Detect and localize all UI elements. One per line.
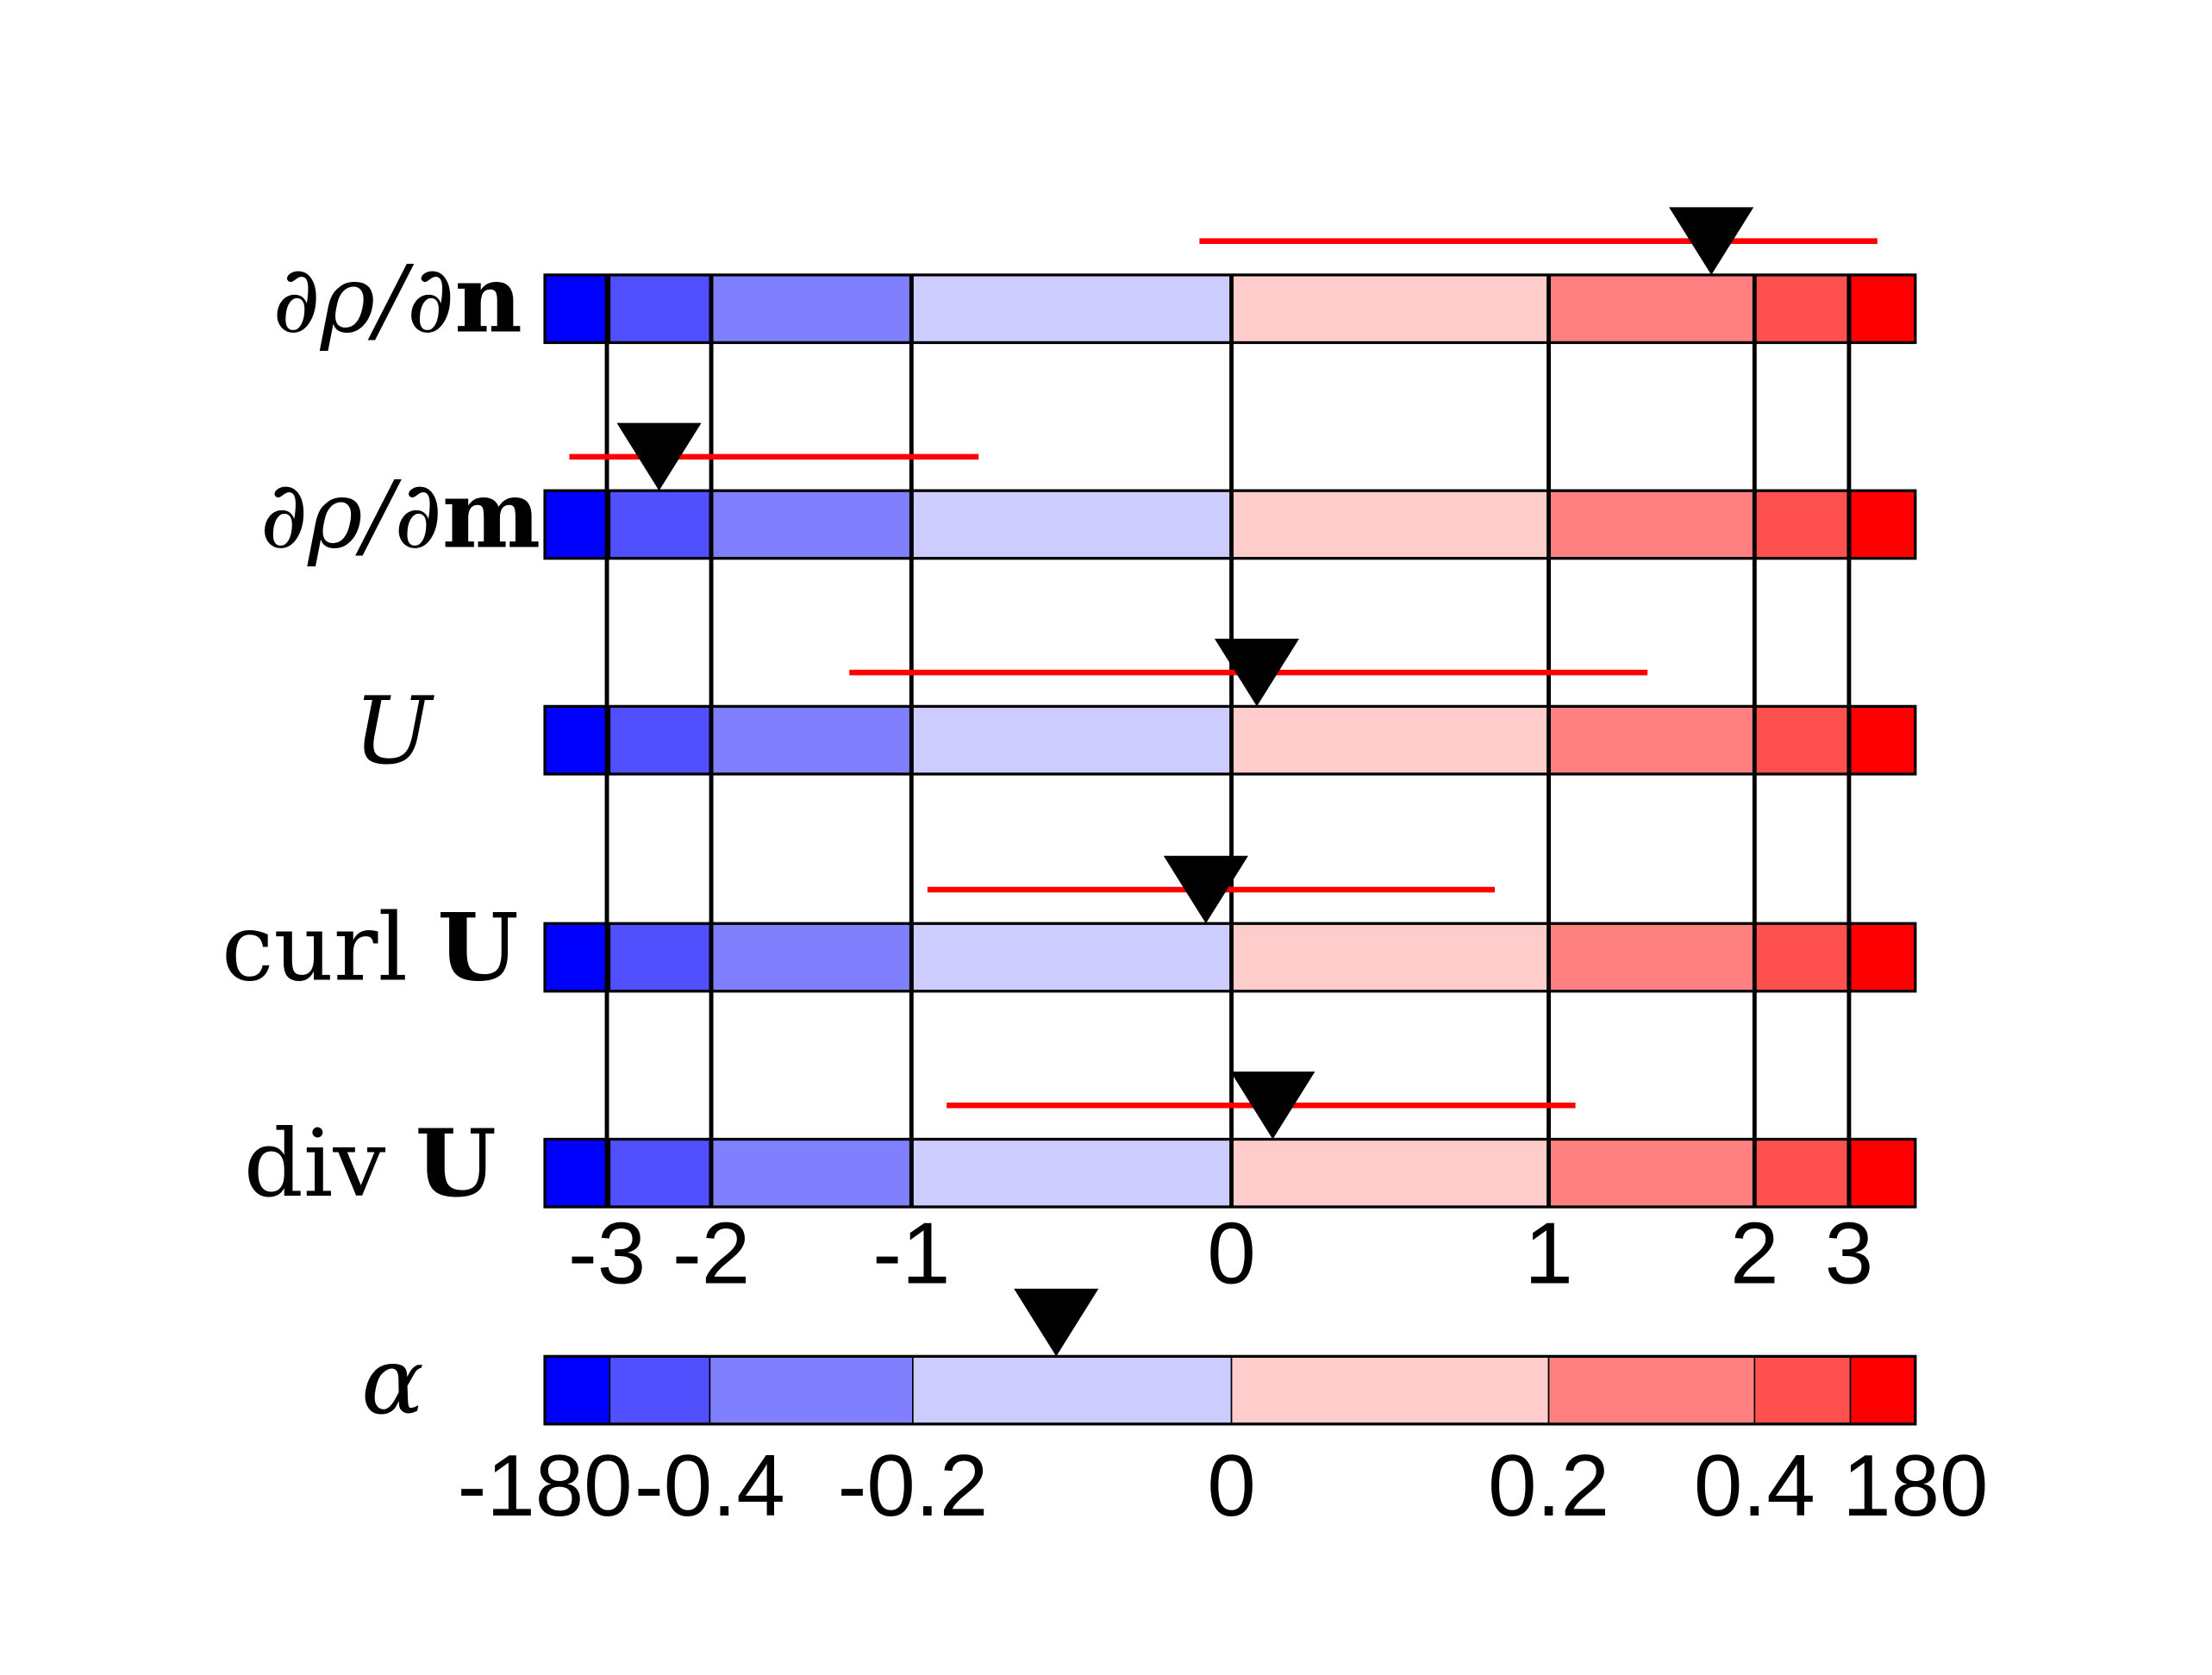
colorbar-row-3-segment [544, 922, 611, 992]
alpha-tick-label: 0.4 [1694, 1437, 1815, 1534]
colorbar-row-1-segment [912, 490, 1233, 559]
colorbar-row-4-segment [1230, 1138, 1550, 1208]
colorbar-row-4-segment [544, 1138, 611, 1208]
colorbar-row-2-segment [709, 705, 914, 775]
alpha-tick-label: -0.2 [838, 1437, 989, 1534]
colorbar-row-4-segment [912, 1138, 1233, 1208]
colorbar-row-4-segment [709, 1138, 914, 1208]
alpha-tick-label: 0.2 [1488, 1437, 1609, 1534]
alpha-colorbar-segment [709, 1355, 914, 1425]
colorbar-row-2-segment [609, 705, 711, 775]
marker-triangle [1163, 855, 1248, 924]
colorbar-row-4-segment [1547, 1138, 1756, 1208]
marker-triangle [616, 422, 702, 491]
colorbar-row-3-segment [912, 922, 1233, 992]
colorbar-row-4-segment [1849, 1138, 1916, 1208]
colorbar-row-2-segment [1230, 705, 1550, 775]
colorbar-row-2-segment [544, 705, 611, 775]
colorbar-row-1-segment [1753, 490, 1852, 559]
colorbar-row-3-segment [609, 922, 711, 992]
marker-triangle [1214, 638, 1300, 707]
x-tick-label: 0 [1207, 1204, 1255, 1302]
colorbar-row-3-segment [1849, 922, 1916, 992]
alpha-tick-label: 180 [1842, 1437, 1988, 1534]
colorbar-row-1-segment [1230, 490, 1550, 559]
colorbar-row-1-segment [1547, 490, 1756, 559]
alpha-colorbar-segment [1547, 1355, 1756, 1425]
x-tick-label: -1 [872, 1204, 950, 1302]
colorbar-row-0-segment [912, 274, 1233, 344]
alpha-tick-label: 0 [1207, 1437, 1255, 1534]
alpha-colorbar-segment [1849, 1355, 1916, 1425]
alpha-marker-triangle [1014, 1288, 1099, 1357]
colorbar-row-0-segment [609, 274, 711, 344]
alpha-colorbar-segment [1230, 1355, 1550, 1425]
colorbar-row-1-segment [709, 490, 914, 559]
colorbar-row-0-segment [1849, 274, 1916, 344]
alpha-colorbar-segment [912, 1355, 1233, 1425]
alpha-label: α [361, 1328, 424, 1435]
alpha-tick-label: -180 [458, 1437, 633, 1534]
x-tick-label: 3 [1825, 1204, 1873, 1302]
alpha-colorbar-segment [1753, 1355, 1852, 1425]
colorbar-row-2-segment [1849, 705, 1916, 775]
colorbar-row-3-segment [1547, 922, 1756, 992]
colorbar-row-4-segment [1753, 1138, 1852, 1208]
row-label: U [353, 678, 434, 785]
marker-triangle [1230, 1071, 1315, 1140]
colorbar-row-2-segment [912, 705, 1233, 775]
colorbar-row-2-segment [1547, 705, 1756, 775]
x-tick-label: -2 [672, 1204, 750, 1302]
row-label: ∂ρ/∂m [259, 461, 541, 570]
marker-triangle [1669, 207, 1754, 275]
alpha-colorbar-frame [543, 1354, 1917, 1426]
colorbar-row-0-segment [1547, 274, 1756, 344]
colorbar-row-0-segment [1230, 274, 1550, 344]
row-label: div U [244, 1109, 497, 1218]
x-tick-label: -3 [568, 1204, 646, 1302]
colorbar-row-0-segment [544, 274, 611, 344]
alpha-tick-label: -0.4 [634, 1437, 785, 1534]
colorbar-row-1-segment [1849, 490, 1916, 559]
x-tick-label: 1 [1524, 1204, 1572, 1302]
row-label: curl U [222, 894, 519, 1003]
colorbar-row-0-segment [1753, 274, 1852, 344]
colorbar-row-2-segment [1753, 705, 1852, 775]
colorbar-row-3-segment [1753, 922, 1852, 992]
x-tick-label: 2 [1730, 1204, 1778, 1302]
colorbar-row-3-segment [709, 922, 914, 992]
colorbar-row-1-segment [609, 490, 711, 559]
row-label: ∂ρ/∂n [272, 245, 522, 353]
colorbar-row-1-segment [544, 490, 611, 559]
colorbar-row-4-segment [609, 1138, 711, 1208]
alpha-colorbar-segment [609, 1355, 711, 1425]
alpha-colorbar-segment [544, 1355, 611, 1425]
colorbar-row-3-segment [1230, 922, 1550, 992]
colorbar-row-0-segment [709, 274, 914, 344]
